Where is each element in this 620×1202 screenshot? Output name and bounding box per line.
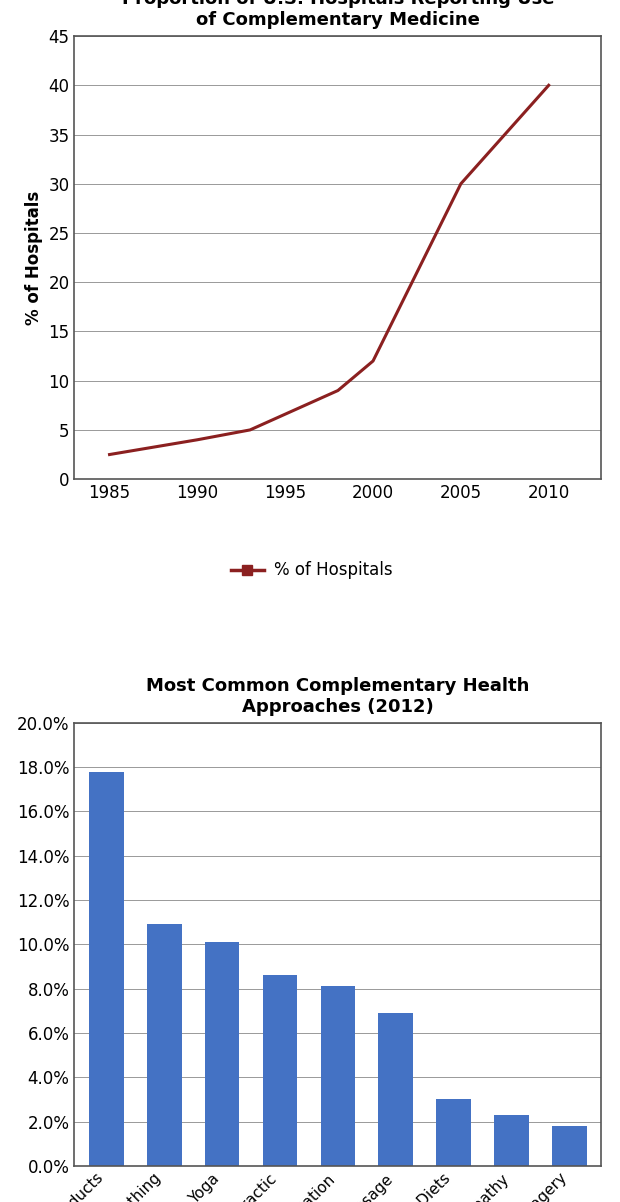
Bar <box>89 772 123 1166</box>
Bar <box>436 1100 471 1166</box>
Bar <box>147 924 182 1166</box>
Bar <box>321 987 355 1166</box>
Bar <box>552 1126 587 1166</box>
Bar <box>205 942 239 1166</box>
Y-axis label: % of Hospitals: % of Hospitals <box>25 190 43 325</box>
Bar <box>263 975 298 1166</box>
Title: Most Common Complementary Health
Approaches (2012): Most Common Complementary Health Approac… <box>146 677 529 715</box>
Bar <box>494 1115 529 1166</box>
Legend: % of Hospitals: % of Hospitals <box>224 554 399 587</box>
Title: Proportion of U.S. Hospitals Reporting Use
of Complementary Medicine: Proportion of U.S. Hospitals Reporting U… <box>122 0 554 29</box>
Bar <box>378 1013 413 1166</box>
